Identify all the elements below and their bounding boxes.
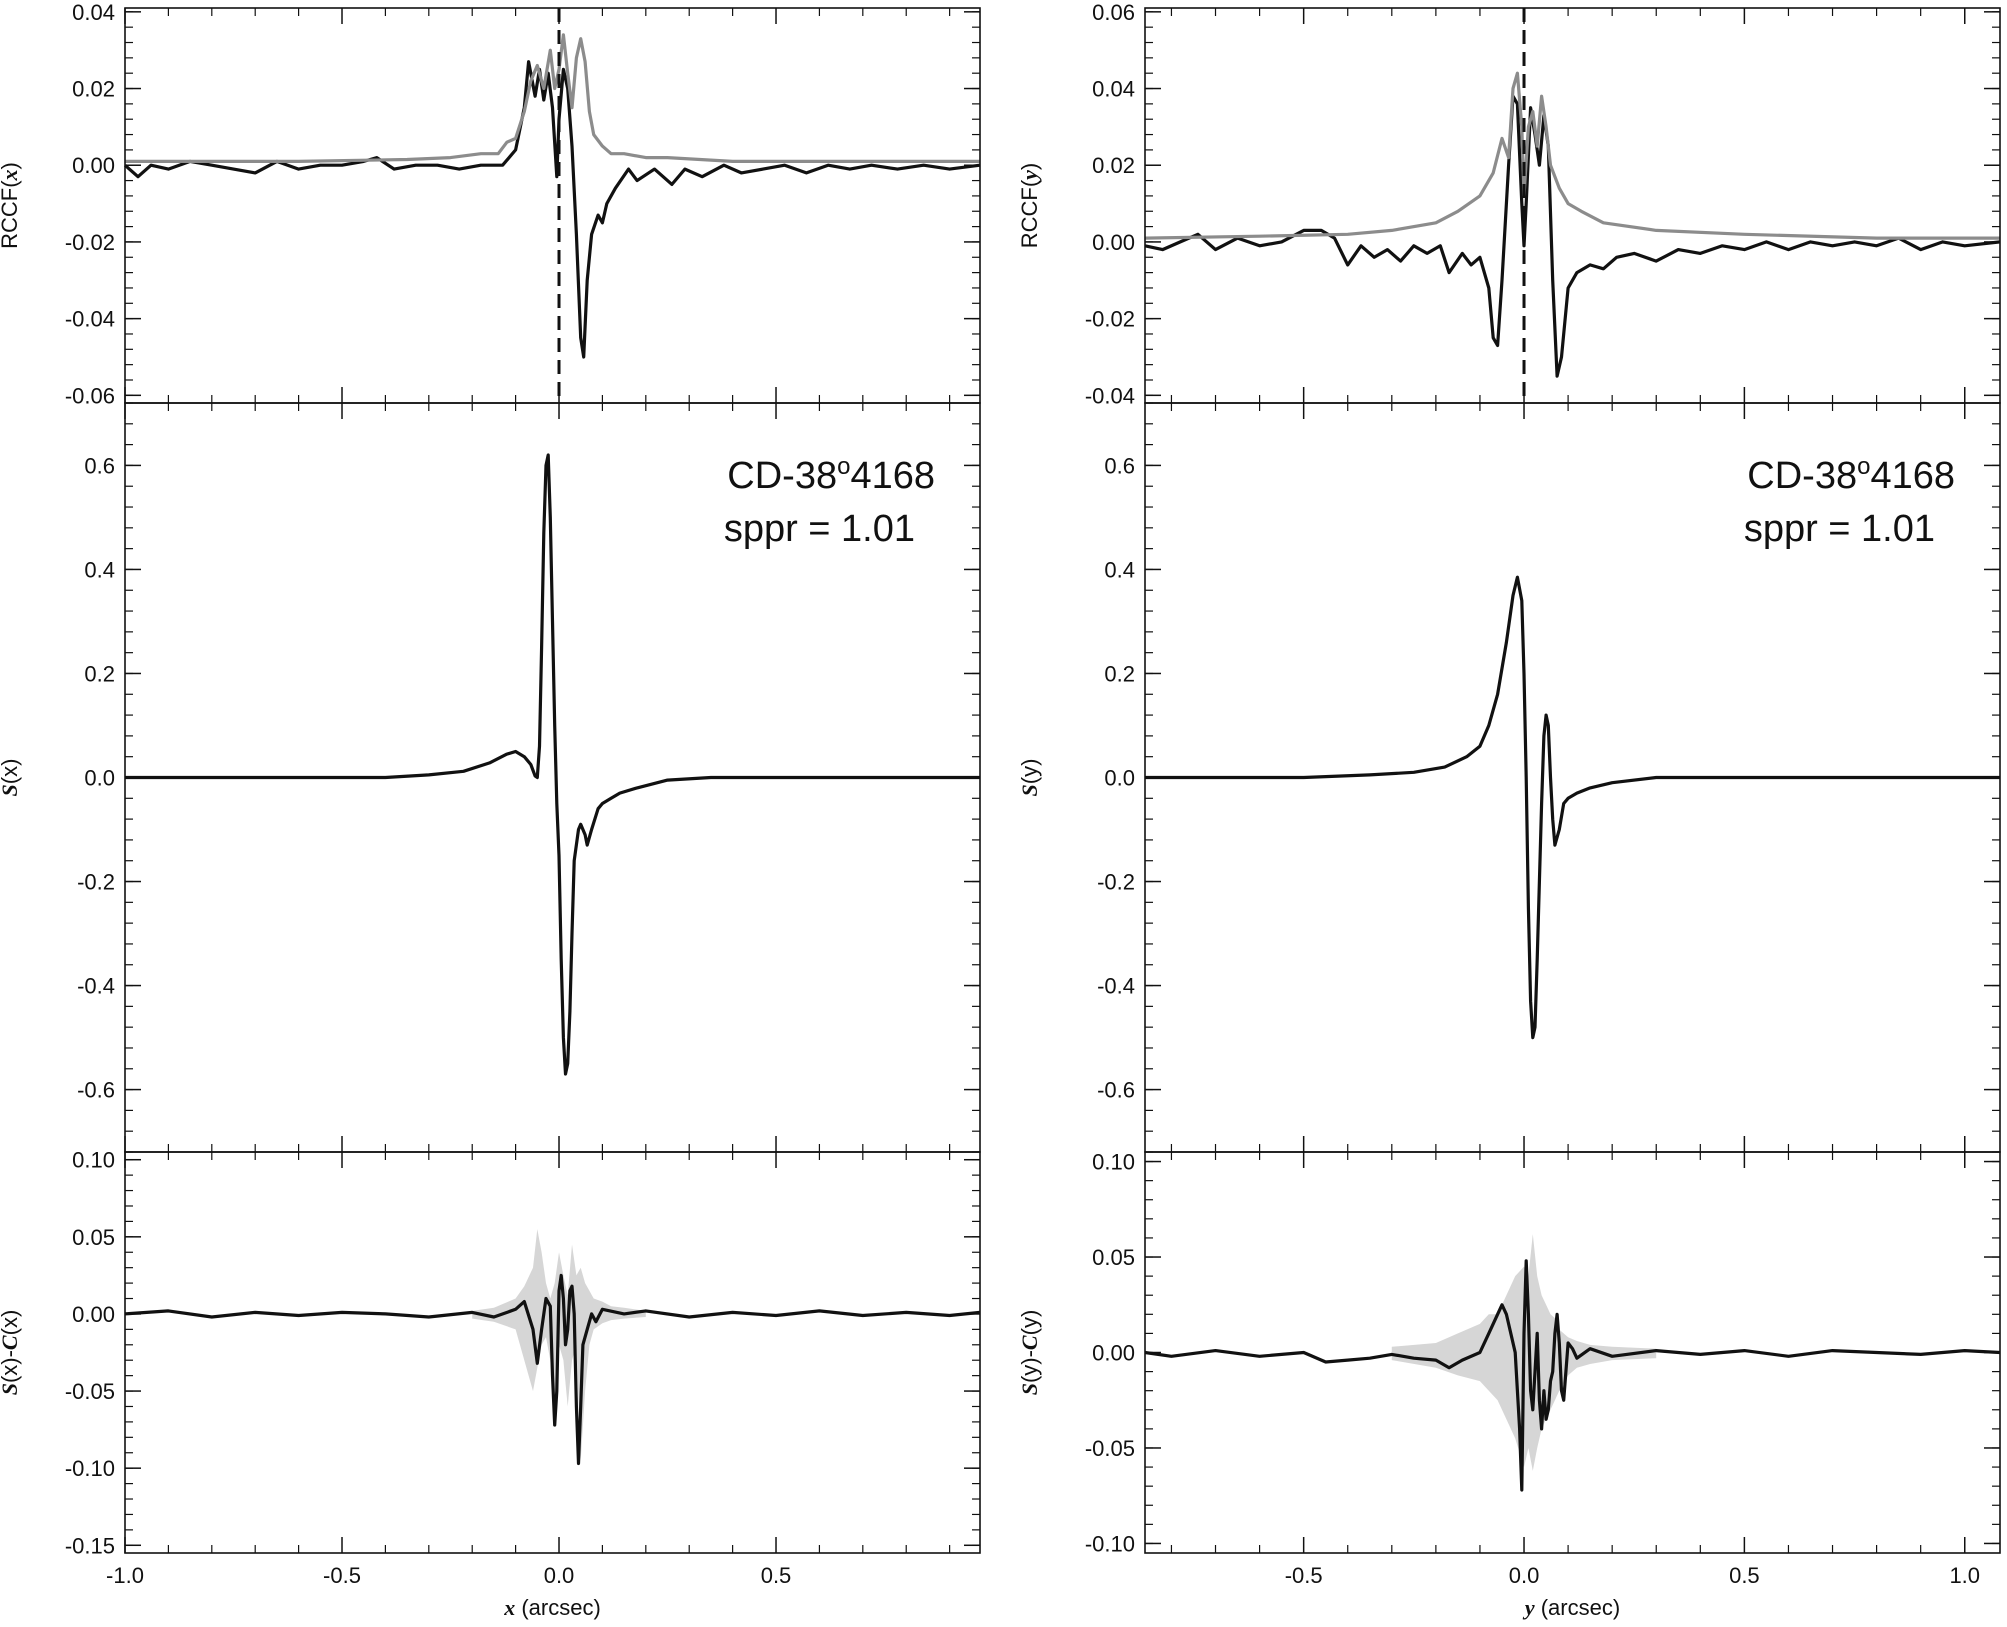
y-tick-label: 0.04 <box>1092 77 1135 102</box>
y-tick-label: 0.6 <box>1104 453 1135 478</box>
y-tick-label: 0.04 <box>72 0 115 25</box>
series-line-black <box>1144 94 2001 378</box>
series-line-black <box>124 1273 981 1466</box>
series-line-black <box>125 453 980 1076</box>
y-axis-title: RCCF(x) <box>0 162 22 249</box>
y-tick-label: 0.00 <box>1092 1341 1135 1366</box>
y-tick-label: 0.10 <box>72 1148 115 1173</box>
y-tick-label: -0.6 <box>1097 1078 1135 1103</box>
panel-s-y: -0.6 -0.4 -0.2 0.0 0.2 0.4 0.6 S(y) CD-38o4168 sp… <box>1017 402 2001 1153</box>
y-tick-label: -0.2 <box>1097 870 1135 895</box>
y-tick-label: -0.2 <box>77 870 115 895</box>
y-axis-title: S(y)-C(y) <box>1017 1310 1042 1396</box>
star-name-label: CD-38o4168 <box>727 453 935 497</box>
y-tick-label: 0.02 <box>1092 153 1135 178</box>
sppr-label: sppr = 1.01 <box>724 508 915 550</box>
y-tick-label: 0.06 <box>1092 0 1135 25</box>
plot-frame <box>124 1151 981 1554</box>
y-axis-title: S(y) <box>1017 759 1042 797</box>
y-axis-title: S(x)-C(x) <box>0 1310 22 1396</box>
y-tick-label: 0.05 <box>1092 1245 1135 1270</box>
panel-s-x: -0.6 -0.4 -0.2 0.0 0.2 0.4 0.6 S(x) CD-38o4168 sp… <box>0 402 981 1153</box>
series-line-black <box>123 60 981 359</box>
y-tick-label: 0.05 <box>72 1225 115 1250</box>
x-axis-title: y (arcsec) <box>1522 1595 1620 1620</box>
x-tick-label: 0.5 <box>761 1563 792 1588</box>
y-tick-label: 0.2 <box>84 661 115 686</box>
y-tick-label: 0.00 <box>1092 230 1135 255</box>
y-tick-label: -0.02 <box>65 230 115 255</box>
series-line-gray <box>125 33 980 163</box>
y-tick-label: 0.10 <box>1092 1150 1135 1175</box>
panel-rccf-y: -0.04 -0.02 0.00 0.02 0.04 0.06 RCCF(y) <box>1017 0 2001 408</box>
y-tick-label: 0.00 <box>72 1302 115 1327</box>
series-line-gray <box>1144 71 2000 240</box>
x-tick-label: 0.0 <box>1509 1563 1540 1588</box>
y-tick-label: -0.4 <box>77 974 115 999</box>
panel-rccf-x: -0.06 -0.04 -0.02 0.00 0.02 0.04 RCCF(x) <box>0 0 981 408</box>
y-tick-label: -0.02 <box>1085 307 1135 332</box>
y-tick-label: 0.4 <box>84 557 115 582</box>
panel-residual-x: -0.15 -0.10 -0.05 0.00 0.05 0.10 -1.0 -0.5 0.0 0.… <box>0 1148 981 1620</box>
x-axis-title: x (arcsec) <box>503 1595 601 1620</box>
y-tick-label: 0.6 <box>84 453 115 478</box>
y-tick-label: -0.05 <box>65 1379 115 1404</box>
y-axis-title: RCCF(y) <box>1017 163 1042 249</box>
y-tick-label: 0.4 <box>1104 557 1135 582</box>
sppr-label: sppr = 1.01 <box>1744 508 1935 550</box>
x-tick-label: -0.5 <box>323 1563 361 1588</box>
series-line-black <box>1145 575 2000 1040</box>
star-name-label: CD-38o4168 <box>1747 453 1955 497</box>
series-line-black <box>1144 1259 2001 1492</box>
y-tick-label: 0.02 <box>72 77 115 102</box>
y-tick-label: 0.00 <box>72 153 115 178</box>
y-tick-label: -0.04 <box>1085 383 1135 408</box>
x-tick-label: -1.0 <box>106 1563 144 1588</box>
y-tick-label: -0.6 <box>77 1078 115 1103</box>
y-tick-label: -0.10 <box>1085 1531 1135 1556</box>
x-tick-label: 0.5 <box>1729 1563 1760 1588</box>
y-tick-label: -0.4 <box>1097 974 1135 999</box>
y-tick-label: 0.0 <box>84 766 115 791</box>
y-tick-label: -0.06 <box>65 383 115 408</box>
x-tick-label: 0.0 <box>544 1563 575 1588</box>
y-tick-label: -0.15 <box>65 1533 115 1558</box>
y-tick-label: -0.05 <box>1085 1436 1135 1461</box>
y-axis-title: S(x) <box>0 759 22 797</box>
y-tick-label: 0.0 <box>1104 766 1135 791</box>
x-tick-label: -0.5 <box>1285 1563 1323 1588</box>
y-tick-label: -0.04 <box>65 307 115 332</box>
y-tick-label: 0.2 <box>1104 661 1135 686</box>
panel-residual-y: -0.10 -0.05 0.00 0.05 0.10 -0.5 0.0 0.5 1.0 y (ar… <box>1017 1150 2001 1620</box>
y-tick-label: -0.10 <box>65 1456 115 1481</box>
x-tick-label: 1.0 <box>1949 1563 1980 1588</box>
